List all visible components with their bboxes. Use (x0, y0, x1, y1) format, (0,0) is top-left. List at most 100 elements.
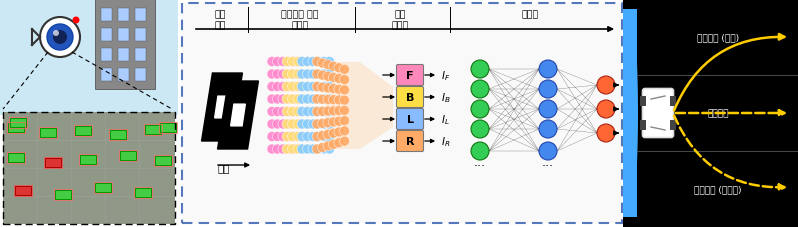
Bar (135, 69, 146, 82)
Ellipse shape (287, 57, 298, 67)
Bar (101, 9, 112, 22)
Text: 입력
신호: 입력 신호 (214, 10, 226, 30)
Text: R: R (405, 136, 414, 146)
FancyBboxPatch shape (397, 131, 424, 152)
Ellipse shape (318, 119, 327, 129)
Ellipse shape (272, 132, 282, 142)
Ellipse shape (289, 132, 299, 142)
Ellipse shape (329, 106, 338, 116)
Ellipse shape (293, 95, 303, 105)
Ellipse shape (329, 117, 338, 127)
Ellipse shape (278, 119, 288, 129)
Bar (95, 0, 155, 90)
Ellipse shape (323, 95, 333, 105)
Bar (9, 118, 27, 128)
Ellipse shape (318, 107, 327, 117)
Ellipse shape (312, 57, 322, 67)
Ellipse shape (329, 95, 338, 105)
Ellipse shape (293, 107, 303, 117)
Ellipse shape (304, 95, 314, 105)
Bar (94, 182, 112, 193)
Ellipse shape (318, 95, 327, 105)
FancyArrowPatch shape (674, 116, 784, 190)
Ellipse shape (289, 144, 299, 154)
Ellipse shape (323, 72, 333, 82)
Ellipse shape (310, 95, 319, 105)
Ellipse shape (325, 132, 334, 142)
Text: 차선유지: 차선유지 (707, 109, 729, 118)
Ellipse shape (287, 119, 298, 129)
Circle shape (471, 121, 489, 138)
Text: $I_{L}$: $I_{L}$ (441, 113, 449, 126)
Ellipse shape (278, 95, 288, 105)
Ellipse shape (293, 132, 303, 142)
Ellipse shape (297, 132, 307, 142)
Ellipse shape (278, 132, 288, 142)
Text: B: B (406, 93, 414, 103)
Ellipse shape (314, 144, 323, 154)
Bar (0, 0, 178, 116)
Ellipse shape (282, 82, 292, 92)
Ellipse shape (297, 119, 307, 129)
Ellipse shape (287, 132, 298, 142)
Circle shape (539, 121, 557, 138)
Polygon shape (623, 10, 638, 217)
Ellipse shape (272, 70, 282, 80)
Ellipse shape (267, 132, 277, 142)
Bar (15, 186, 31, 195)
Ellipse shape (312, 132, 322, 142)
Text: 차선변경 (오른쪽): 차선변경 (오른쪽) (694, 185, 742, 194)
Ellipse shape (297, 107, 307, 117)
Ellipse shape (278, 57, 288, 67)
Ellipse shape (287, 95, 298, 105)
Ellipse shape (339, 75, 350, 85)
Ellipse shape (282, 95, 292, 105)
Ellipse shape (267, 82, 277, 92)
Ellipse shape (319, 119, 329, 129)
Bar (101, 29, 112, 42)
Ellipse shape (325, 107, 334, 117)
Polygon shape (623, 10, 637, 217)
Ellipse shape (289, 57, 299, 67)
Bar (118, 49, 129, 62)
Ellipse shape (329, 128, 338, 138)
Ellipse shape (312, 95, 322, 105)
Text: $I_{R}$: $I_{R}$ (441, 135, 450, 148)
Circle shape (471, 61, 489, 79)
Ellipse shape (298, 82, 309, 92)
Bar (160, 123, 176, 132)
Bar (80, 155, 96, 164)
Ellipse shape (334, 106, 344, 116)
Ellipse shape (302, 70, 313, 80)
Ellipse shape (272, 95, 282, 105)
Bar (640, 96, 646, 106)
Ellipse shape (339, 116, 350, 126)
Ellipse shape (283, 95, 294, 105)
Ellipse shape (334, 117, 344, 127)
Ellipse shape (323, 107, 333, 116)
Ellipse shape (267, 70, 277, 80)
Ellipse shape (283, 132, 294, 142)
Ellipse shape (308, 57, 318, 67)
Ellipse shape (287, 144, 298, 154)
Text: F: F (406, 71, 413, 81)
Ellipse shape (308, 107, 318, 117)
Bar (118, 29, 129, 42)
Ellipse shape (318, 131, 327, 141)
Ellipse shape (289, 82, 299, 92)
Ellipse shape (319, 95, 329, 105)
Bar (135, 29, 146, 42)
Ellipse shape (310, 132, 319, 142)
Ellipse shape (334, 127, 344, 137)
Ellipse shape (339, 86, 350, 96)
Ellipse shape (267, 107, 277, 117)
Ellipse shape (319, 107, 329, 117)
Bar (670, 121, 676, 131)
Ellipse shape (294, 132, 305, 142)
Ellipse shape (314, 119, 323, 129)
Ellipse shape (282, 144, 292, 154)
Bar (101, 49, 112, 62)
Ellipse shape (323, 60, 333, 70)
Polygon shape (231, 105, 245, 126)
Circle shape (40, 18, 80, 58)
